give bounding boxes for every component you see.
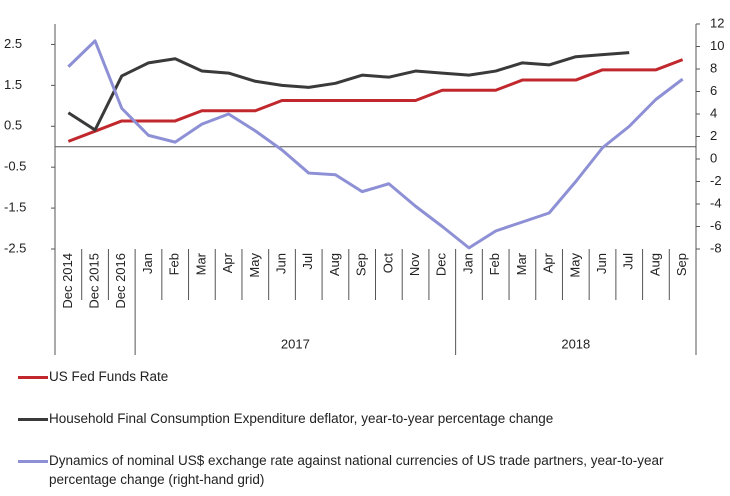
x-tick-label: Feb bbox=[167, 253, 182, 275]
y-tick-label: -2.5 bbox=[4, 240, 26, 255]
y2-tick-label: 8 bbox=[710, 60, 717, 75]
x-tick-label: Apr bbox=[541, 252, 556, 273]
legend-item: Dynamics of nominal US$ exchange rate ag… bbox=[18, 451, 726, 489]
x-tick-label: Jun bbox=[594, 253, 609, 274]
x-tick-label: Apr bbox=[220, 252, 235, 273]
group-label: 2017 bbox=[281, 336, 310, 351]
legend-label: Household Final Consumption Expenditure … bbox=[49, 411, 554, 426]
y-tick-label: 1.5 bbox=[4, 77, 22, 92]
x-tick-label: Dec 2014 bbox=[60, 253, 75, 309]
legend-swatch bbox=[18, 418, 48, 421]
x-tick-label: Dec 2015 bbox=[87, 253, 102, 309]
x-tick-label: Feb bbox=[487, 253, 502, 275]
x-tick-label: Jul bbox=[621, 253, 636, 270]
legend-swatch bbox=[18, 460, 48, 463]
x-tick-label: Jan bbox=[460, 253, 475, 274]
y2-tick-label: 6 bbox=[710, 83, 717, 98]
y-tick-label: -0.5 bbox=[4, 159, 26, 174]
x-tick-label: Mar bbox=[514, 252, 529, 275]
x-tick-label: Dec bbox=[434, 253, 449, 277]
x-tick-label: Aug bbox=[327, 253, 342, 276]
x-tick-label: Nov bbox=[407, 253, 422, 277]
legend-label: Dynamics of nominal US$ exchange rate ag… bbox=[49, 453, 664, 487]
y-tick-label: 0.5 bbox=[4, 118, 22, 133]
y2-tick-label: -2 bbox=[710, 173, 722, 188]
group-label: 2018 bbox=[561, 336, 590, 351]
x-tick-label: Mar bbox=[193, 252, 208, 275]
y2-tick-label: 4 bbox=[710, 105, 717, 120]
chart: -2.5 -1.5 -0.5 0.5 1.5 2.5 -8 -6 -4 -2 0 2 4 6 8 10 12 De… bbox=[4, 15, 724, 355]
series-line bbox=[67, 51, 630, 132]
y2-tick-label: -8 bbox=[710, 240, 722, 255]
x-tick-label: Jul bbox=[300, 253, 315, 270]
y-tick-label: 2.5 bbox=[4, 36, 22, 51]
x-tick-label: Sep bbox=[354, 253, 369, 276]
x-tick-label: Aug bbox=[647, 253, 662, 276]
legend-swatch bbox=[18, 376, 48, 379]
x-tick-label: Jan bbox=[140, 253, 155, 274]
legend: US Fed Funds Rate Household Final Consump… bbox=[18, 367, 726, 496]
y2-tick-label: 12 bbox=[710, 15, 724, 30]
y2-tick-label: -6 bbox=[710, 218, 722, 233]
x-tick-label: Jun bbox=[273, 253, 288, 274]
x-tick-label: May bbox=[247, 253, 262, 278]
y2-tick-label: 2 bbox=[710, 128, 717, 143]
series-line bbox=[67, 58, 684, 143]
x-tick-label: Sep bbox=[674, 253, 689, 276]
y2-tick-label: 10 bbox=[710, 38, 724, 53]
y2-tick-label: -4 bbox=[710, 195, 722, 210]
series-line bbox=[67, 39, 684, 250]
legend-item: US Fed Funds Rate bbox=[18, 367, 726, 386]
x-tick-label: Oct bbox=[380, 253, 395, 274]
x-tick-label: Dec 2016 bbox=[113, 253, 128, 309]
y-tick-label: -1.5 bbox=[4, 200, 26, 215]
legend-label: US Fed Funds Rate bbox=[49, 369, 169, 384]
y2-tick-label: 0 bbox=[710, 150, 717, 165]
legend-item: Household Final Consumption Expenditure … bbox=[18, 409, 726, 428]
x-tick-label: May bbox=[567, 253, 582, 278]
